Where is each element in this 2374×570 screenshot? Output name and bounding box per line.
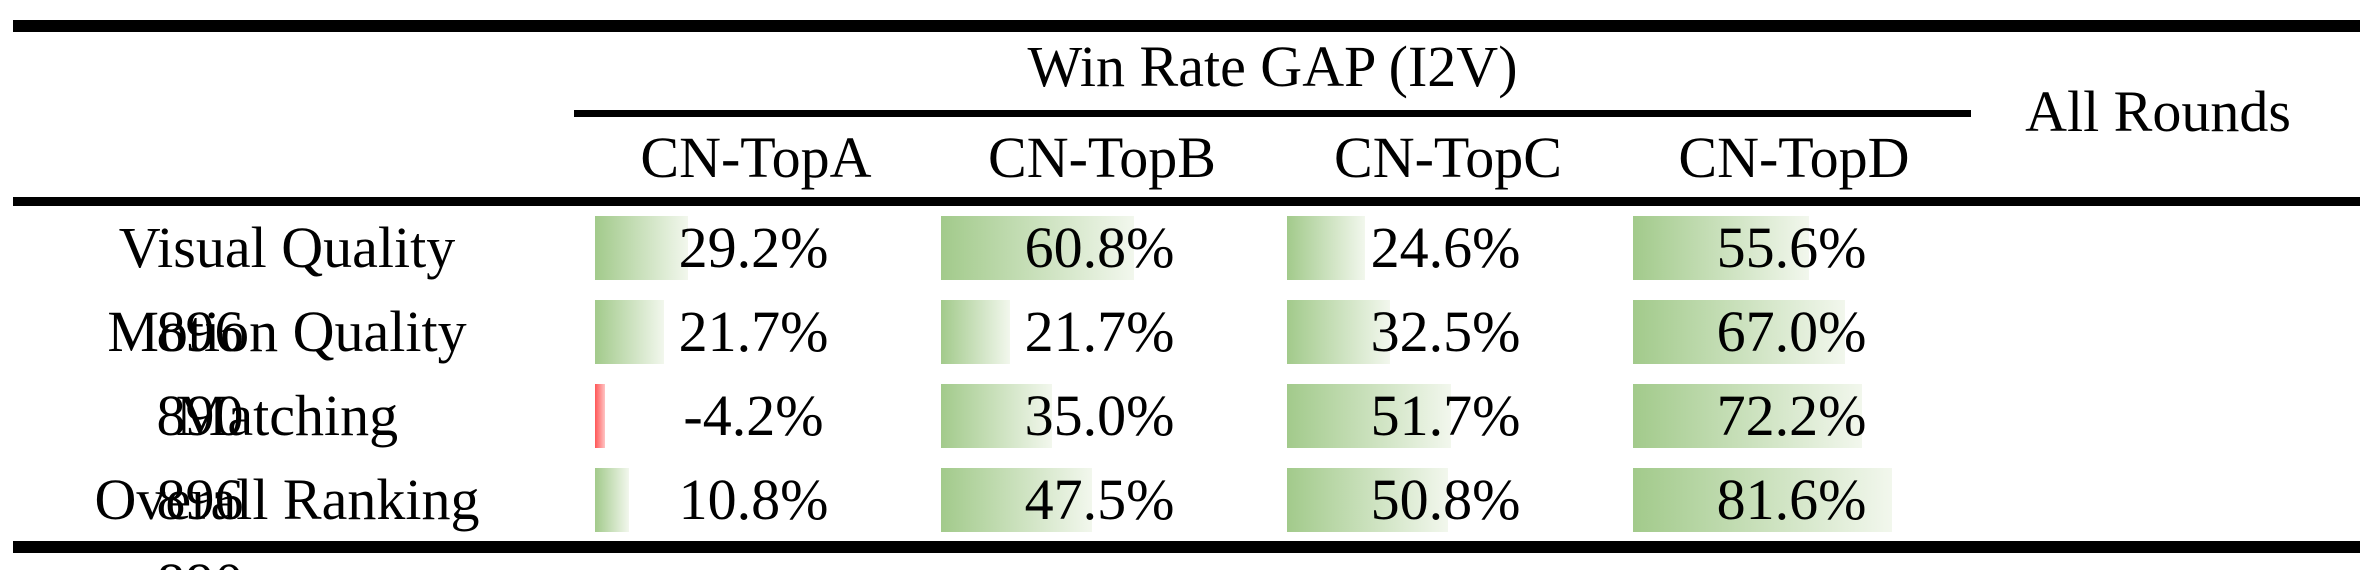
column-header-all-rounds: All Rounds	[2025, 79, 2291, 144]
all-rounds-value: 896	[156, 467, 244, 532]
cell-value: 51.7%	[1370, 383, 1521, 448]
group-underline-rule	[574, 110, 1971, 117]
data-cell: 55.6%	[1612, 206, 2028, 290]
win-rate-bar	[1287, 384, 1451, 448]
cell-value: 50.8%	[1370, 467, 1521, 532]
win-rate-bar	[595, 216, 688, 280]
table-rule-header	[13, 197, 2360, 206]
cell-value: 24.6%	[1370, 215, 1521, 280]
data-cell: 21.7%	[920, 290, 1266, 374]
cell-value: 81.6%	[1716, 467, 1867, 532]
cell-value: 47.5%	[1024, 467, 1175, 532]
win-rate-bar	[941, 468, 1092, 532]
data-cell: 29.2%	[574, 206, 920, 290]
data-cell: 10.8%	[574, 458, 920, 542]
cell-value: 72.2%	[1716, 383, 1867, 448]
win-rate-bar	[1287, 468, 1448, 532]
row-label: Matching	[175, 383, 399, 448]
cell-value: 32.5%	[1370, 299, 1521, 364]
table-row-overall-ranking: Overall Ranking 10.8% 47.5% 50.8%	[0, 458, 2374, 570]
table-row-motion-quality: Motion Quality 21.7% 21.7% 32.5%	[0, 290, 2374, 448]
win-rate-bar	[941, 216, 1134, 280]
cell-value: -4.2%	[683, 383, 824, 448]
win-rate-bar	[595, 300, 664, 364]
cell-value: 55.6%	[1716, 215, 1867, 280]
data-cell: 51.7%	[1266, 374, 1612, 458]
table-rule-bottom	[13, 541, 2360, 553]
win-rate-bar	[1287, 300, 1390, 364]
cell-value: 29.2%	[678, 215, 829, 280]
win-rate-bar	[1633, 384, 1862, 448]
data-cell: 24.6%	[1266, 206, 1612, 290]
data-cell: 67.0%	[1612, 290, 2028, 374]
table-row-matching: Matching -4.2% 35.0% 51.7%	[0, 374, 2374, 532]
win-rate-bar	[941, 384, 1052, 448]
column-header-cn-topb: CN-TopB	[988, 125, 1216, 190]
row-label: Motion Quality	[107, 299, 467, 364]
cell-value: 60.8%	[1024, 215, 1175, 280]
all-rounds-value: 890	[156, 383, 244, 448]
column-header-cn-topc: CN-TopC	[1334, 125, 1562, 190]
table-body: Visual Quality 29.2% 60.8% 24.6%	[0, 206, 2374, 570]
data-cell: 32.5%	[1266, 290, 1612, 374]
win-rate-bar	[941, 300, 1010, 364]
win-rate-bar	[1287, 216, 1365, 280]
column-header-cn-topa: CN-TopA	[640, 125, 872, 190]
data-cell: 81.6%	[1612, 458, 2028, 542]
row-label: Overall Ranking	[94, 467, 480, 532]
win-rate-bar	[1633, 300, 1845, 364]
negative-win-rate-bar	[595, 384, 605, 448]
win-rate-bar	[1633, 216, 1809, 280]
data-cell: 21.7%	[574, 290, 920, 374]
data-cell: 35.0%	[920, 374, 1266, 458]
cell-value: 10.8%	[678, 467, 829, 532]
column-group-title: Win Rate GAP (I2V)	[1027, 34, 1518, 99]
cell-value: 21.7%	[1024, 299, 1175, 364]
all-rounds-value: 896	[156, 299, 244, 364]
column-header-row: CN-TopA CN-TopB CN-TopC CN-TopD	[574, 118, 1958, 197]
data-cell: -4.2%	[574, 374, 920, 458]
cell-value: 35.0%	[1024, 383, 1175, 448]
column-header-cn-topd: CN-TopD	[1678, 125, 1910, 190]
data-cell: 47.5%	[920, 458, 1266, 542]
table-row-visual-quality: Visual Quality 29.2% 60.8% 24.6%	[0, 206, 2374, 364]
cell-value: 21.7%	[678, 299, 829, 364]
all-rounds-value: 890	[0, 542, 400, 570]
cell-value: 67.0%	[1716, 299, 1867, 364]
data-cell: 72.2%	[1612, 374, 2028, 458]
data-cell: 60.8%	[920, 206, 1266, 290]
win-rate-bar	[595, 468, 629, 532]
data-cell: 50.8%	[1266, 458, 1612, 542]
win-rate-bar	[1633, 468, 1892, 532]
row-label: Visual Quality	[118, 215, 456, 280]
table-rule-top	[13, 20, 2360, 32]
